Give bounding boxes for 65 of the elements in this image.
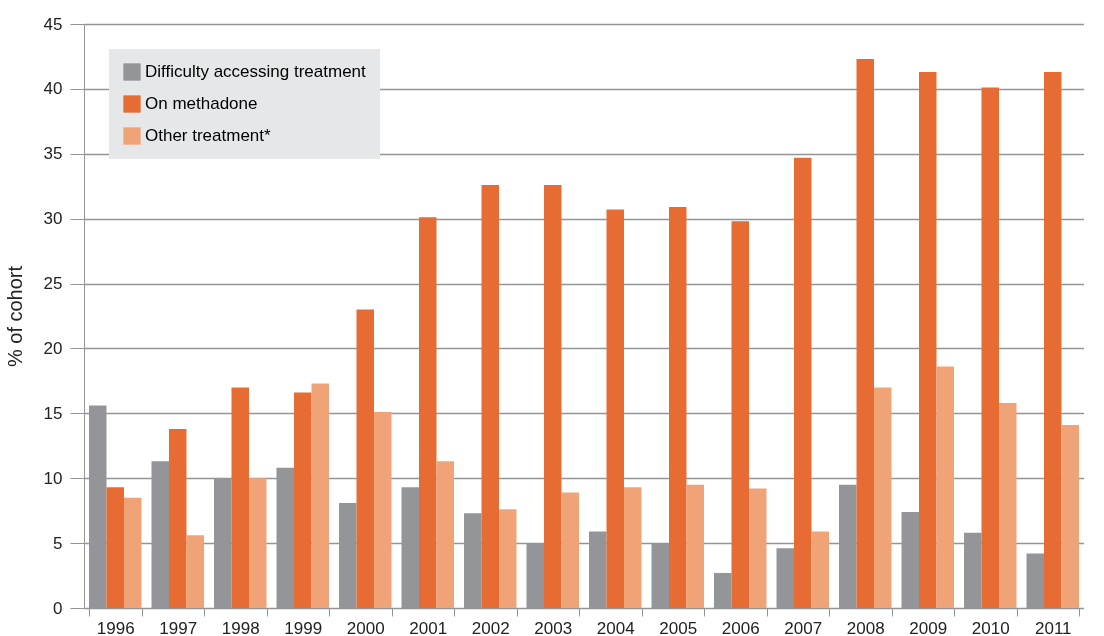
y-tick-label: 0 bbox=[53, 598, 63, 618]
y-tick-label: 20 bbox=[43, 338, 63, 358]
bar bbox=[311, 383, 329, 608]
x-tick-label: 2010 bbox=[971, 618, 1010, 636]
bar bbox=[686, 484, 704, 608]
y-tick-label: 5 bbox=[53, 533, 63, 553]
bar bbox=[1026, 553, 1044, 608]
bar bbox=[811, 531, 829, 608]
x-tick-label: 1998 bbox=[221, 618, 260, 636]
y-axis-title: % of cohort bbox=[3, 265, 26, 368]
bar bbox=[1044, 72, 1062, 608]
bar bbox=[874, 387, 892, 608]
bar bbox=[919, 72, 937, 608]
y-tick-label: 15 bbox=[43, 403, 63, 423]
bar bbox=[669, 206, 687, 608]
legend-label: Difficulty accessing treatment bbox=[145, 62, 367, 81]
x-tick-label: 2002 bbox=[471, 618, 510, 636]
bar bbox=[231, 387, 249, 608]
x-tick-label: 2006 bbox=[721, 618, 760, 636]
bar bbox=[106, 487, 124, 608]
y-tick-label: 45 bbox=[43, 14, 63, 34]
legend-label: On methadone bbox=[145, 94, 258, 113]
y-tick-label: 10 bbox=[43, 468, 63, 488]
y-tick-label: 40 bbox=[43, 79, 63, 99]
bar bbox=[249, 478, 267, 608]
bar bbox=[544, 184, 562, 608]
x-tick-label: 1996 bbox=[96, 618, 135, 636]
x-tick-label: 2000 bbox=[346, 618, 385, 636]
bar bbox=[606, 209, 624, 608]
bar bbox=[356, 309, 374, 608]
bar bbox=[169, 428, 187, 608]
x-tick-label: 2005 bbox=[659, 618, 698, 636]
x-tick-label: 1997 bbox=[159, 618, 198, 636]
x-tick-label: 2008 bbox=[846, 618, 885, 636]
y-tick-label: 30 bbox=[43, 209, 63, 229]
bar bbox=[124, 497, 142, 608]
x-tick-label: 2009 bbox=[909, 618, 948, 636]
bar bbox=[731, 221, 749, 608]
bar bbox=[749, 488, 767, 608]
x-tick-label: 2001 bbox=[409, 618, 448, 636]
bar bbox=[1061, 425, 1079, 608]
y-tick-label: 35 bbox=[43, 144, 63, 164]
bar bbox=[481, 184, 499, 608]
bar bbox=[999, 402, 1017, 608]
bar bbox=[499, 509, 517, 608]
bar bbox=[561, 492, 579, 608]
legend-label: Other treatment* bbox=[145, 126, 272, 145]
y-tick-label: 25 bbox=[43, 274, 63, 294]
bar bbox=[624, 487, 642, 608]
bar bbox=[294, 392, 312, 608]
bar bbox=[714, 572, 732, 608]
bar bbox=[794, 157, 812, 608]
bar bbox=[374, 412, 392, 608]
x-tick-label: 2007 bbox=[784, 618, 823, 636]
x-tick-label: 2003 bbox=[534, 618, 573, 636]
x-tick-label: 1999 bbox=[284, 618, 323, 636]
x-tick-label: 2011 bbox=[1034, 618, 1072, 636]
x-tick-label: 2004 bbox=[596, 618, 635, 636]
bar bbox=[856, 59, 874, 608]
bar bbox=[776, 548, 794, 608]
bar bbox=[936, 366, 954, 608]
bar bbox=[186, 535, 204, 608]
bar bbox=[436, 461, 454, 608]
bar bbox=[981, 87, 999, 608]
bar bbox=[419, 217, 437, 608]
